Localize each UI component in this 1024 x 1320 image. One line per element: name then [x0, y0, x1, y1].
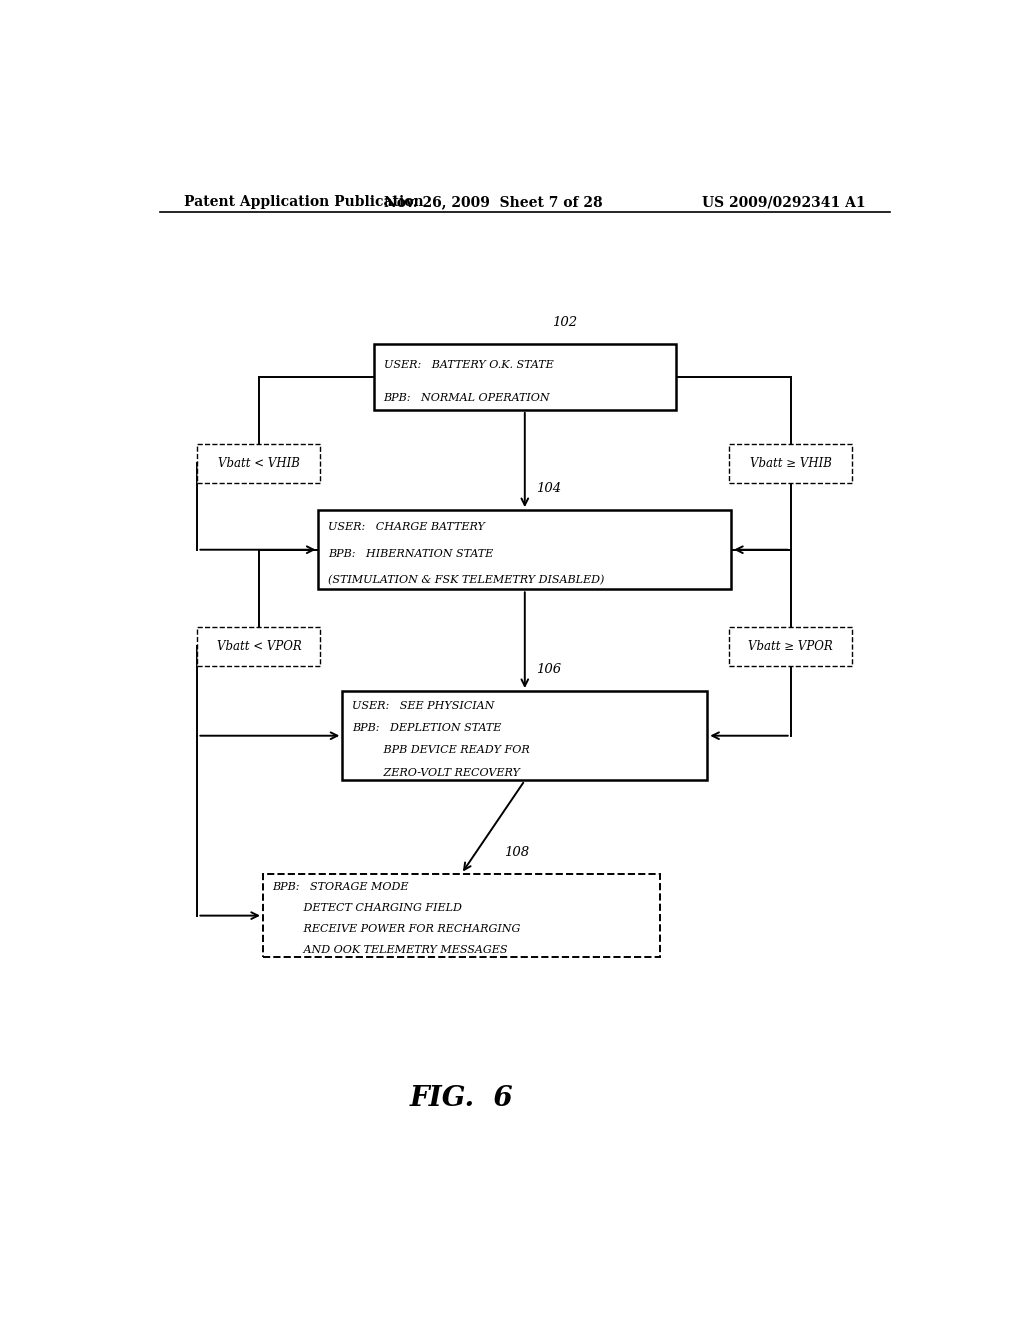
- Text: 108: 108: [504, 846, 529, 859]
- Text: Vbatt ≥ VPOR: Vbatt ≥ VPOR: [749, 640, 834, 653]
- Text: AND OOK TELEMETRY MESSAGES: AND OOK TELEMETRY MESSAGES: [272, 945, 508, 954]
- Text: RECEIVE POWER FOR RECHARGING: RECEIVE POWER FOR RECHARGING: [272, 924, 521, 935]
- Text: USER:   SEE PHYSICIAN: USER: SEE PHYSICIAN: [352, 701, 495, 710]
- Text: ZERO-VOLT RECOVERY: ZERO-VOLT RECOVERY: [352, 768, 519, 777]
- Bar: [318, 510, 731, 589]
- Text: Vbatt < VPOR: Vbatt < VPOR: [216, 640, 301, 653]
- Bar: [263, 874, 659, 957]
- Bar: [729, 444, 852, 483]
- Text: 106: 106: [536, 663, 561, 676]
- Text: BPB:   NORMAL OPERATION: BPB: NORMAL OPERATION: [384, 393, 550, 404]
- Text: 102: 102: [552, 315, 578, 329]
- Text: US 2009/0292341 A1: US 2009/0292341 A1: [702, 195, 866, 209]
- Text: Vbatt ≥ VHIB: Vbatt ≥ VHIB: [750, 457, 831, 470]
- Text: BPB DEVICE READY FOR: BPB DEVICE READY FOR: [352, 746, 529, 755]
- Bar: [729, 627, 852, 665]
- Text: 104: 104: [536, 482, 561, 495]
- Text: (STIMULATION & FSK TELEMETRY DISABLED): (STIMULATION & FSK TELEMETRY DISABLED): [328, 576, 604, 585]
- Text: BPB:   HIBERNATION STATE: BPB: HIBERNATION STATE: [328, 549, 494, 558]
- Text: FIG.  6: FIG. 6: [410, 1085, 513, 1111]
- Text: Vbatt < VHIB: Vbatt < VHIB: [218, 457, 300, 470]
- Text: DETECT CHARGING FIELD: DETECT CHARGING FIELD: [272, 903, 462, 913]
- Bar: [374, 345, 676, 411]
- Text: Patent Application Publication: Patent Application Publication: [183, 195, 423, 209]
- Bar: [198, 627, 321, 665]
- Text: BPB:   DEPLETION STATE: BPB: DEPLETION STATE: [352, 723, 501, 733]
- Text: USER:   CHARGE BATTERY: USER: CHARGE BATTERY: [328, 523, 484, 532]
- Text: Nov. 26, 2009  Sheet 7 of 28: Nov. 26, 2009 Sheet 7 of 28: [384, 195, 602, 209]
- Bar: [342, 690, 708, 780]
- Text: BPB:   STORAGE MODE: BPB: STORAGE MODE: [272, 883, 409, 892]
- Bar: [198, 444, 321, 483]
- Text: USER:   BATTERY O.K. STATE: USER: BATTERY O.K. STATE: [384, 360, 553, 371]
